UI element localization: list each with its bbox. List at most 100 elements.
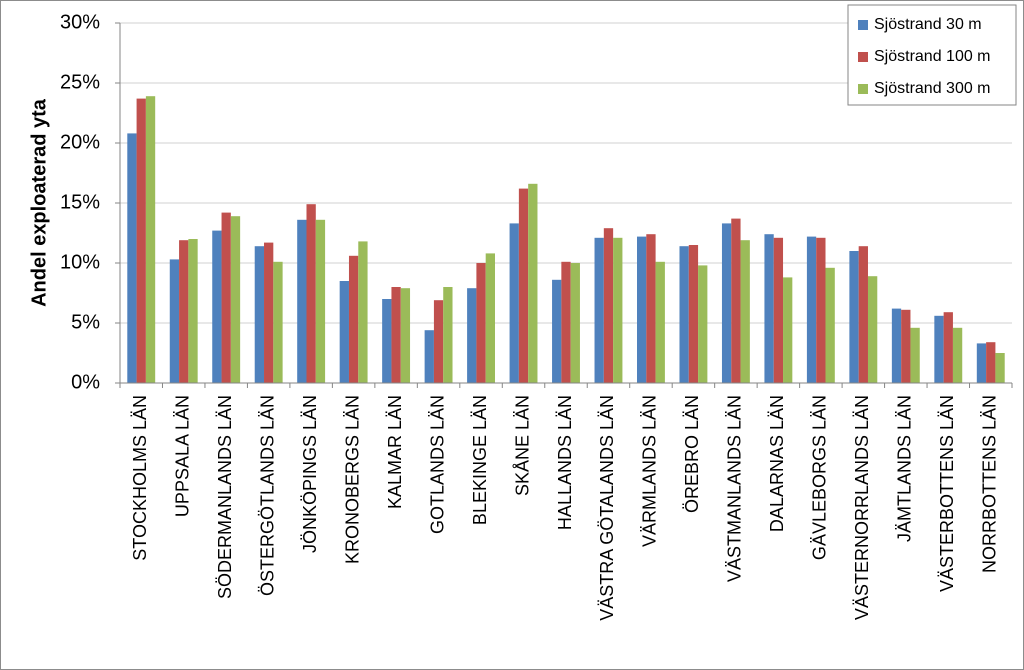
bar — [825, 267, 835, 383]
legend-label: Sjöstrand 300 m — [874, 80, 991, 97]
bar — [783, 277, 793, 383]
bar — [934, 315, 944, 383]
bar — [306, 204, 316, 383]
bar — [254, 246, 265, 383]
bar — [339, 281, 349, 383]
x-tick-label: VÄSTERBOTTENS LÄN — [937, 395, 957, 592]
bar — [476, 263, 486, 383]
y-tick-label: 30% — [60, 11, 100, 33]
legend-label: Sjöstrand 100 m — [874, 48, 991, 65]
legend-swatch — [858, 52, 868, 62]
bar — [901, 309, 911, 383]
bar — [169, 259, 180, 383]
bar — [891, 308, 902, 383]
y-tick-label: 25% — [60, 71, 100, 93]
y-tick-label: 5% — [71, 311, 100, 333]
bar — [424, 330, 434, 383]
bar — [849, 251, 859, 383]
bar — [613, 237, 623, 383]
bar — [315, 219, 326, 383]
y-tick-label: 15% — [60, 191, 100, 213]
x-tick-label: SÖDERMANLANDS LÄN — [215, 395, 235, 599]
bar — [731, 218, 741, 383]
x-tick-label: NORRBOTTENS LÄN — [980, 395, 1000, 573]
bar — [594, 237, 604, 383]
bar — [136, 98, 146, 383]
bar — [188, 239, 198, 383]
bar — [467, 288, 477, 383]
bar — [264, 242, 274, 383]
bar — [858, 246, 868, 383]
x-tick-label: VÄSTRA GÖTALANDS LÄN — [597, 395, 617, 621]
bar — [528, 183, 538, 383]
bar — [603, 228, 614, 383]
bar — [212, 230, 222, 383]
y-tick-label: 20% — [60, 131, 100, 153]
bar — [655, 261, 665, 383]
x-tick-label: KRONOBERGS LÄN — [342, 395, 362, 564]
bar — [221, 212, 231, 383]
bar — [433, 300, 444, 383]
x-tick-label: STOCKHOLMS LÄN — [130, 395, 150, 561]
bar — [976, 343, 987, 383]
bar — [688, 245, 699, 383]
x-tick-label: DALARNAS LÄN — [767, 395, 787, 532]
bar — [230, 216, 241, 383]
x-tick-label: KALMAR LÄN — [385, 395, 405, 509]
bar — [179, 240, 189, 383]
x-tick-label: HALLANDS LÄN — [555, 395, 575, 530]
x-tick-label: JÄMTLANDS LÄN — [895, 395, 915, 542]
bar — [646, 234, 656, 383]
bar — [145, 96, 156, 383]
bar — [773, 237, 784, 383]
bar — [358, 241, 368, 383]
bar — [391, 287, 401, 383]
bar — [561, 261, 571, 383]
bar — [910, 327, 920, 383]
x-tick-label: GOTLANDS LÄN — [427, 395, 447, 534]
legend-label: Sjöstrand 30 m — [874, 16, 982, 33]
x-tick-label: JÖNKÖPINGS LÄN — [300, 395, 320, 553]
bar — [721, 223, 732, 383]
bar — [995, 353, 1005, 383]
bar — [698, 265, 708, 383]
y-tick-label: 0% — [71, 371, 100, 393]
bar — [509, 223, 519, 383]
x-tick-label: ÖSTERGÖTLANDS LÄN — [257, 395, 277, 596]
bar — [443, 287, 453, 383]
bar — [127, 133, 137, 383]
bar — [382, 299, 392, 383]
x-tick-label: UPPSALA LÄN — [172, 395, 192, 517]
x-tick-label: VÄRMLANDS LÄN — [640, 395, 660, 547]
legend-swatch — [858, 20, 868, 30]
y-axis-label: Andel exploaterad yta — [28, 98, 50, 307]
bar — [348, 255, 359, 383]
x-tick-label: ÖREBRO LÄN — [682, 395, 702, 513]
bar — [637, 236, 647, 383]
bar — [806, 236, 817, 383]
bar — [297, 219, 307, 383]
x-tick-label: VÄSTERNORRLANDS LÄN — [852, 395, 872, 620]
bar — [816, 237, 826, 383]
legend-box — [847, 4, 1017, 106]
bar — [273, 261, 283, 383]
bar — [570, 263, 580, 383]
bar — [400, 288, 411, 383]
bar — [485, 253, 495, 383]
bar — [986, 342, 996, 383]
legend-swatch — [858, 84, 868, 94]
bar — [867, 276, 878, 383]
bar — [740, 240, 750, 383]
x-tick-label: BLEKINGE LÄN — [470, 395, 490, 525]
x-tick-label: VÄSTMANLANDS LÄN — [725, 395, 745, 582]
bar — [552, 279, 562, 383]
y-tick-label: 10% — [60, 251, 100, 273]
bar — [764, 234, 774, 383]
bar — [518, 188, 529, 383]
bar — [952, 327, 963, 383]
x-tick-label: SKÅNE LÄN — [512, 395, 532, 496]
bar — [679, 246, 689, 383]
bar — [943, 312, 953, 383]
x-tick-label: GÄVLEBORGS LÄN — [810, 395, 830, 560]
